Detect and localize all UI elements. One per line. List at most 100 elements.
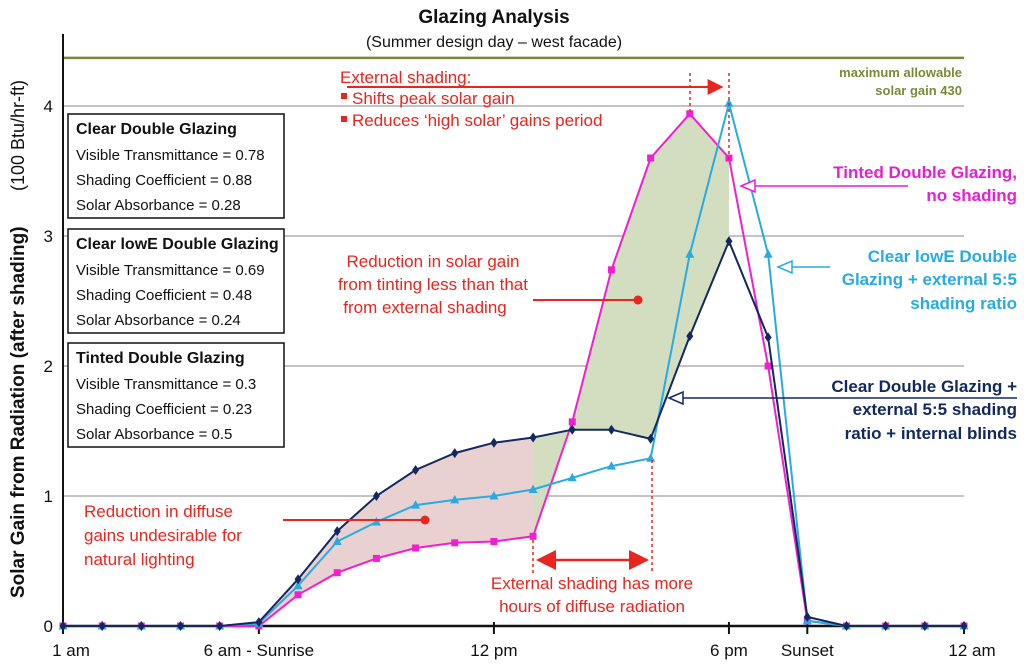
x-tick-label: 6 pm [710,641,748,660]
y-tick-label: 0 [44,617,53,636]
annotation-text: from tinting less than that [338,275,528,294]
data-point [647,154,655,162]
spec-row: Shading Coefficient = 0.23 [76,401,252,418]
annotation-external-shading: External shading: Shifts peak solar gain… [340,68,730,160]
spec-row: Visible Transmittance = 0.78 [76,147,265,164]
data-point [568,424,576,435]
annotation-text: gains undesirable for [84,526,242,545]
series-label-text: external 5:5 shading [853,400,1017,419]
spec-box-clear-lowe: Clear lowE Double Glazing Visible Transm… [67,228,285,334]
x-tick-label: Sunset [781,641,834,660]
shaded-region [258,437,534,626]
data-point [842,621,850,631]
annotation-text: natural lighting [84,550,195,569]
x-tick-label: 12 am [948,641,995,660]
data-point [685,249,695,258]
data-point [137,621,145,631]
shaded-region [533,113,729,537]
data-point [371,517,381,526]
chart-subtitle: (Summer design day – west facade) [366,34,622,51]
data-point [528,484,538,493]
y-tick-label: 1 [44,487,53,506]
data-point [764,362,772,370]
data-point [177,621,185,631]
data-point [372,491,380,501]
data-point [882,621,890,631]
data-point [647,433,655,444]
data-point [606,461,616,470]
y-tick-label: 3 [44,227,53,246]
data-point [686,331,694,342]
data-point [607,424,615,435]
data-point [725,236,733,247]
y-tick-label: 4 [44,97,53,116]
x-tick-label: 12 pm [470,641,517,660]
data-point [98,621,106,631]
annotation-diffuse: Reduction in diffuse gains undesirable f… [84,502,430,569]
data-point [960,621,968,631]
series-label-lowe: Clear lowE Double Glazing + external 5:5… [776,247,1017,313]
x-tick-label: 6 am - Sunrise [204,641,315,660]
data-point [529,432,537,443]
spec-row: Visible Transmittance = 0.3 [76,376,256,393]
data-point [489,491,499,500]
series-lines [58,98,969,631]
spec-box-clear-double: Clear Double Glazing Visible Transmittan… [67,113,285,219]
data-point [333,569,341,577]
data-point [763,249,773,258]
series-label-text: Clear lowE Double [868,247,1017,266]
series-label-tinted: Tinted Double Glazing, no shading [739,163,1017,205]
annotation-text: External shading has more [491,574,693,593]
data-point [764,332,772,343]
data-point [332,536,342,545]
y-axis-label: Solar Gain from Radiation (after shading… [8,226,29,598]
y-tick-label: 2 [44,357,53,376]
spec-title: Clear Double Glazing [76,121,237,138]
annotation-text: Reduction in solar gain [347,252,520,271]
series-label-text: no shading [926,186,1017,205]
series-line [63,238,964,627]
annotation-text: Reduces ‘high solar’ gains period [352,111,602,130]
spec-row: Shading Coefficient = 0.88 [76,172,252,189]
series-label-text: Tinted Double Glazing, [833,163,1017,182]
data-point [294,574,302,585]
data-point [412,544,420,552]
data-point [686,110,694,118]
spec-row: Solar Absorbance = 0.28 [76,197,241,214]
spec-title: Clear lowE Double Glazing [76,236,279,253]
data-point [255,617,263,628]
data-point [293,580,303,590]
data-point [568,418,576,426]
data-point [216,621,224,631]
max-line-label-1: maximum allowable [839,65,962,80]
data-point [921,621,929,631]
data-point [529,532,537,540]
data-point [803,611,811,622]
series-label-text: Clear Double Glazing + [831,377,1017,396]
data-point [450,494,460,504]
data-point [607,266,615,274]
data-point [646,453,656,462]
data-point [59,621,67,631]
data-point [412,465,420,475]
annotation-text: Shifts peak solar gain [352,89,515,108]
data-point [490,538,498,545]
max-line-label-2: solar gain 430 [875,83,962,98]
annotation-text: from external shading [343,298,506,317]
chart-title: Glazing Analysis [418,7,569,28]
shaded-regions [258,113,729,626]
annotation-text: External shading: [340,68,471,87]
data-point [490,437,498,448]
spec-row: Visible Transmittance = 0.69 [76,262,265,279]
annotation-hours: External shading has more hours of diffu… [491,460,693,616]
x-tick-label: 1 am [52,641,90,660]
data-point [372,554,380,562]
annotation-text: hours of diffuse radiation [499,597,685,616]
spec-row: Shading Coefficient = 0.48 [76,287,252,304]
spec-row: Solar Absorbance = 0.5 [76,426,232,443]
series-label-clear: Clear Double Glazing + external 5:5 shad… [667,377,1017,443]
data-point [333,526,341,537]
spec-row: Solar Absorbance = 0.24 [76,312,241,329]
data-point [567,472,577,482]
